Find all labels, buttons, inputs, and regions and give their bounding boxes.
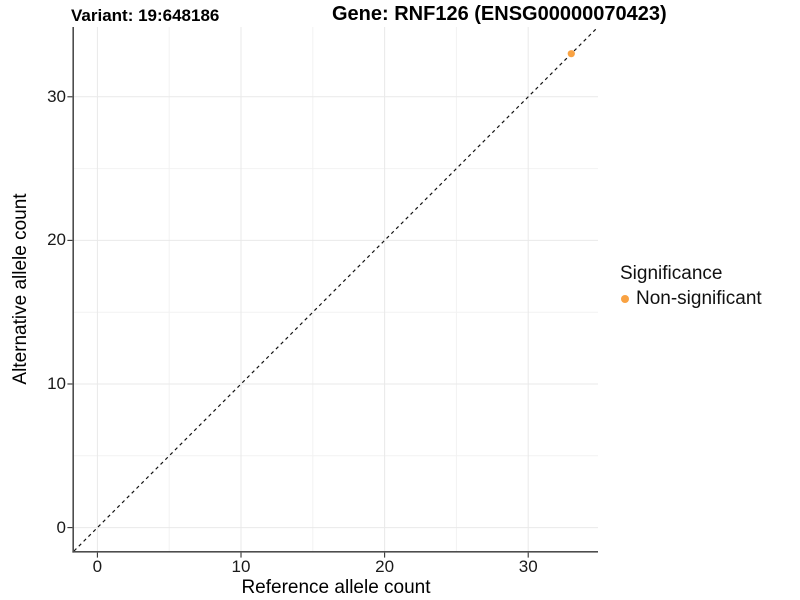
y-axis-title: Alternative allele count bbox=[10, 193, 31, 385]
legend-item: Non-significant bbox=[620, 287, 762, 311]
y-tick-label: 20 bbox=[47, 230, 66, 250]
legend-point-icon bbox=[621, 295, 629, 303]
legend-items: Non-significant bbox=[620, 287, 762, 311]
x-tick-label: 30 bbox=[518, 557, 538, 576]
variant-title: Variant: 19:648186 bbox=[71, 6, 220, 25]
legend: Significance Non-significant bbox=[620, 263, 762, 311]
y-tick-label: 10 bbox=[47, 373, 66, 393]
legend-title: Significance bbox=[620, 263, 723, 284]
x-axis-title: Reference allele count bbox=[241, 577, 431, 598]
x-tick-label: 0 bbox=[92, 557, 103, 576]
gene-title: Gene: RNF126 (ENSG00000070423) bbox=[332, 3, 667, 25]
x-tick-label: 10 bbox=[231, 557, 251, 576]
legend-label: Non-significant bbox=[636, 288, 762, 309]
y-tick-label: 30 bbox=[47, 86, 66, 106]
y-axis-line bbox=[72, 27, 74, 553]
data-point bbox=[567, 50, 575, 58]
x-axis-line bbox=[72, 551, 598, 553]
y-tick-label: 0 bbox=[56, 517, 66, 537]
identity-line bbox=[73, 26, 599, 552]
x-tick-label: 20 bbox=[375, 557, 395, 576]
